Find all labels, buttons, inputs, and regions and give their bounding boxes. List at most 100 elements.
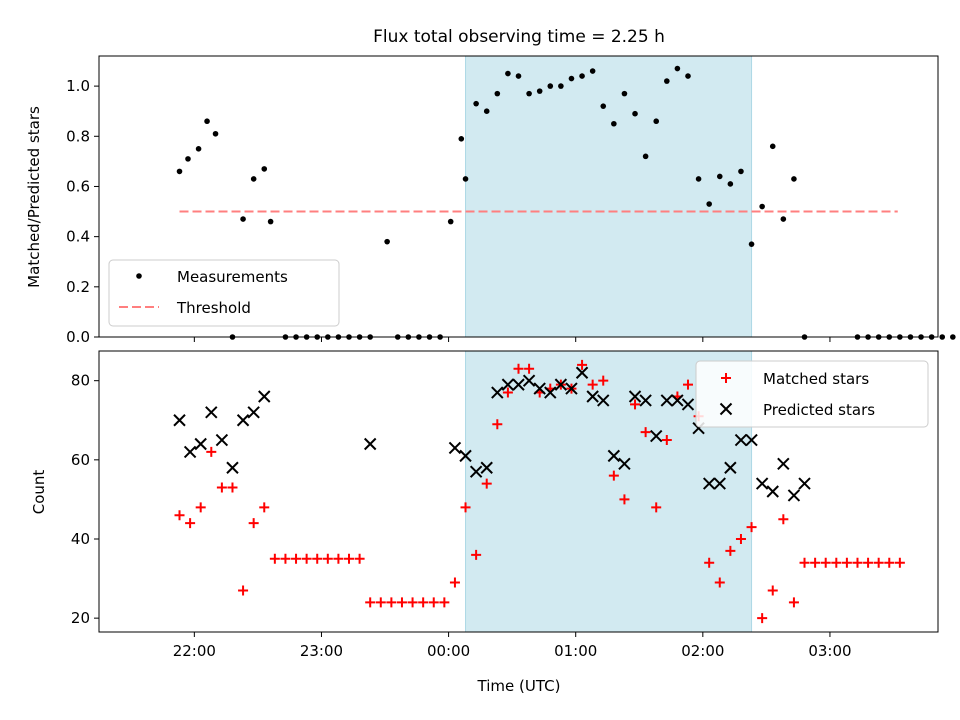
matched-star-point [735,533,746,544]
matched-star-point [513,363,524,374]
predicted-star-point [205,406,218,419]
measurement-point [515,73,522,79]
measurement-point [547,83,554,89]
predicted-star-point [448,441,462,455]
count-legend: Matched stars Predicted stars [695,360,929,428]
matched-star-point [269,553,280,564]
x-tick-label: 23:00 [300,642,343,660]
ratio-x-ticks [193,337,831,342]
predicted-star-point [173,414,186,427]
matched-star-point [460,502,471,513]
measurement-point [505,70,511,77]
predicted-star-point [491,386,504,399]
matched-star-point [227,482,238,493]
matched-star-point [587,379,598,390]
x-tick-label: 02:00 [681,642,724,660]
predicted-star-point [236,414,250,427]
matched-star-point [471,549,482,560]
count-points [173,359,905,624]
matched-star-point [598,375,609,386]
count-x-ticks: 22:00 23:00 00:00 01:00 02:00 03:00 [173,632,852,660]
legend-label: Predicted stars [763,401,875,419]
predicted-star-point [544,386,557,399]
matched-star-point [725,545,736,556]
measurement-point [759,203,765,210]
predicted-star-point [798,477,811,490]
measurement-point [250,176,257,182]
measurement-point [632,110,638,117]
matched-star-point [291,553,302,564]
y-tick-label: 80 [71,372,90,390]
predicted-star-point [512,378,525,391]
matched-star-point [577,359,588,370]
predicted-star-point [755,477,769,490]
predicted-star-point [565,382,578,395]
matched-star-point [524,363,535,374]
predicted-star-point [194,437,207,451]
matched-star-point [449,577,460,588]
predicted-star-point [671,394,684,407]
measurement-point [653,118,660,125]
measurement-point [447,218,454,225]
matched-star-point [216,482,227,493]
measurement-point [261,166,268,172]
x-tick-label: 03:00 [808,642,851,660]
measurement-point [267,218,274,225]
measurement-point [483,108,490,114]
measurement-point [536,88,543,94]
legend-label: Matched stars [763,370,869,388]
legend-measurement-marker [136,273,142,279]
y-tick-label: 0.8 [66,127,90,145]
measurement-point [950,334,956,340]
matched-star-point [661,435,672,446]
legend-label: Measurements [177,268,288,286]
predicted-star-point [597,394,610,407]
matched-star-point [852,557,863,568]
matched-star-point [280,553,291,564]
legend-label: Threshold [176,299,251,317]
predicted-star-point [607,449,621,463]
measurement-point [185,156,191,162]
matched-star-point [248,518,259,529]
measurement-point [204,118,210,125]
matched-star-point [640,427,651,438]
matched-star-point [873,557,884,568]
y-tick-label: 60 [71,451,90,469]
measurement-point [706,201,712,207]
predicted-star-point [501,378,515,391]
legend-box [108,259,340,327]
matched-star-point [428,597,439,608]
matched-star-point [831,557,842,568]
matched-star-point [799,557,810,568]
matched-star-point [354,553,365,564]
predicted-star-point [554,378,568,391]
predicted-star-point [215,433,229,447]
y-tick-label: 0.0 [66,328,90,346]
measurement-point [685,73,691,79]
matched-star-point [841,557,852,568]
measurement-point [674,65,681,72]
predicted-star-point [724,461,737,474]
matched-star-point [884,557,895,568]
measurement-point [240,216,246,222]
measurement-point [384,238,390,245]
matched-star-point [238,585,249,596]
predicted-star-point [681,398,695,411]
ratio-panel: 0.0 0.2 0.4 0.6 0.8 1.0 Matched/Predicted sta… [25,55,956,346]
matched-star-point [481,478,492,489]
matched-star-point [312,553,323,564]
matched-star-point [259,502,270,513]
matched-star-point [492,419,503,430]
ratio-y-axis-label: Matched/Predicted stars [25,106,43,288]
matched-star-point [365,597,376,608]
matched-star-point [894,557,905,568]
measurement-point [780,216,787,222]
measurement-point [458,135,465,142]
measurement-point [600,103,607,109]
predicted-star-point [533,382,546,395]
matched-star-point [608,470,619,481]
measurement-point [716,173,723,180]
matched-star-point [757,613,768,624]
